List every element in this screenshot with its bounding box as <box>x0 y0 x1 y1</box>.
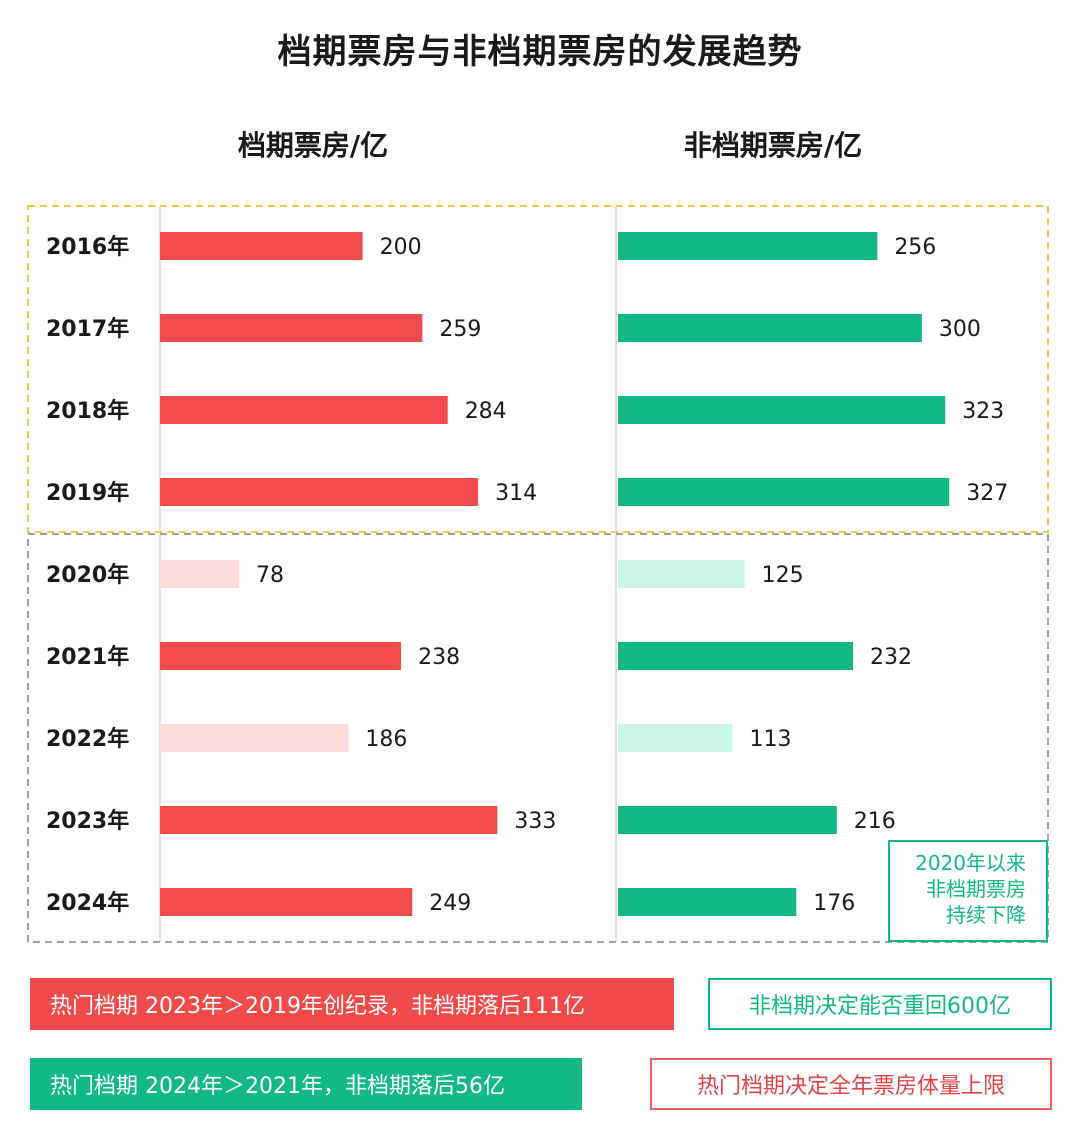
non-season-bar <box>618 232 878 260</box>
non-season-bar <box>618 642 854 670</box>
callout-record-2023: 热门档期 2023年＞2019年创纪录，非档期落后111亿 <box>30 978 674 1030</box>
note-line-2: 非档期票房 <box>926 877 1026 901</box>
note-line-1: 2020年以来 <box>915 851 1026 875</box>
box-office-value: 186 <box>365 727 407 752</box>
year-tick-label: 2024年 <box>46 890 129 916</box>
non-season-bar <box>618 396 946 424</box>
box-office-bar <box>160 724 349 752</box>
non-season-bar <box>618 478 950 506</box>
non-season-bar <box>618 314 922 342</box>
non-season-bar <box>618 724 733 752</box>
box-office-bar <box>160 806 498 834</box>
non-season-value: 327 <box>966 481 1008 506</box>
box-office-value: 200 <box>380 235 422 260</box>
box-office-bar <box>160 560 240 588</box>
box-office-value: 333 <box>514 809 556 834</box>
box-office-bar <box>160 888 413 916</box>
group-frame-2016-2019 <box>27 205 1049 533</box>
non-season-value: 176 <box>813 891 855 916</box>
non-season-value: 323 <box>962 399 1004 424</box>
chart-title: 档期票房与非档期票房的发展趋势 <box>277 32 803 72</box>
box-office-value: 284 <box>465 399 507 424</box>
right-column-header: 非档期票房/亿 <box>683 129 863 162</box>
non-season-value: 113 <box>749 727 791 752</box>
box-office-bar <box>160 314 423 342</box>
non-season-value: 300 <box>939 317 981 342</box>
box-office-bar <box>160 396 448 424</box>
year-tick-label: 2017年 <box>46 316 129 342</box>
box-office-value: 249 <box>429 891 471 916</box>
callout-upper-limit: 热门档期决定全年票房体量上限 <box>650 1058 1052 1110</box>
callout-600-target: 非档期决定能否重回600亿 <box>708 978 1052 1030</box>
group-frame-2020-2024 <box>27 533 1049 943</box>
non-season-value: 256 <box>894 235 936 260</box>
non-season-bar <box>618 806 837 834</box>
year-tick-label: 2021年 <box>46 644 129 670</box>
box-office-bar <box>160 642 402 670</box>
non-season-value: 232 <box>870 645 912 670</box>
year-tick-label: 2019年 <box>46 480 129 506</box>
non-season-value: 216 <box>854 809 896 834</box>
box-office-value: 314 <box>495 481 537 506</box>
box-office-value: 259 <box>439 317 481 342</box>
box-office-bar <box>160 232 363 260</box>
trend-note: 2020年以来 非档期票房 持续下降 <box>888 840 1048 942</box>
year-tick-label: 2016年 <box>46 234 129 260</box>
box-office-value: 238 <box>418 645 460 670</box>
year-tick-label: 2023年 <box>46 808 129 834</box>
year-tick-label: 2018年 <box>46 398 129 424</box>
year-tick-label: 2020年 <box>46 562 129 588</box>
note-line-3: 持续下降 <box>946 903 1026 927</box>
non-season-bar <box>618 888 797 916</box>
box-office-value: 78 <box>256 563 284 588</box>
non-season-value: 125 <box>762 563 804 588</box>
box-office-bar <box>160 478 479 506</box>
callout-2024-vs-2021: 热门档期 2024年＞2021年，非档期落后56亿 <box>30 1058 582 1110</box>
year-tick-label: 2022年 <box>46 726 129 752</box>
non-season-bar <box>618 560 745 588</box>
left-column-header: 档期票房/亿 <box>237 129 389 162</box>
